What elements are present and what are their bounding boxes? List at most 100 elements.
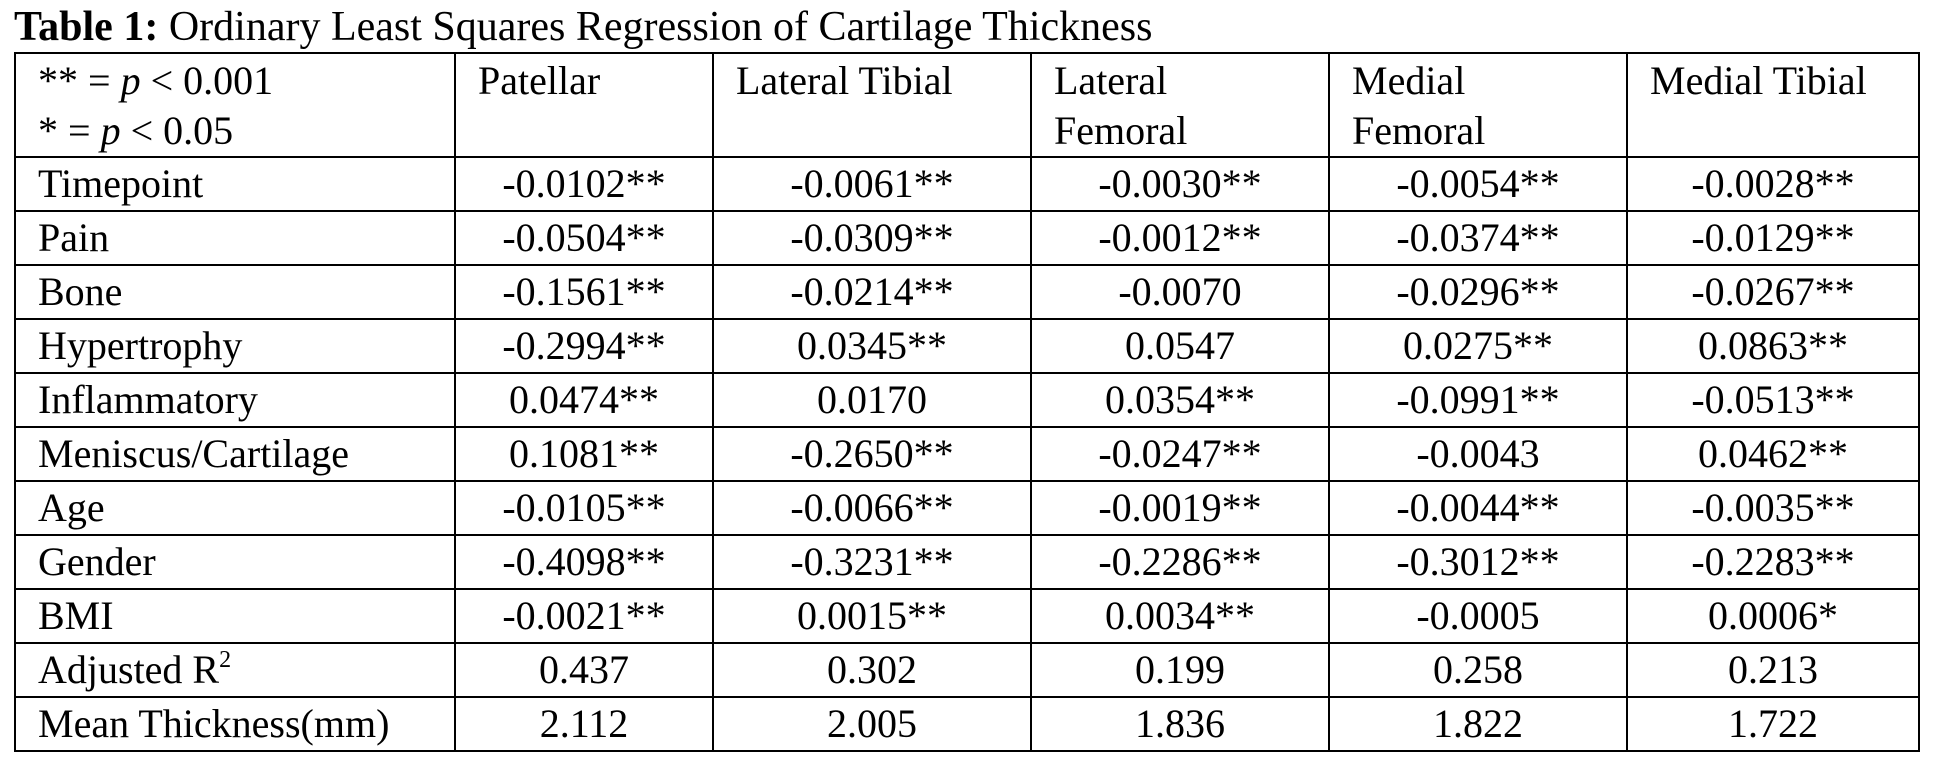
row-label-text: Adjusted R [38,647,220,692]
table-cell: -0.0991** [1328,372,1628,428]
table-cell: -0.0105** [454,480,714,536]
column-header: Lateral Tibial [712,52,1032,158]
table-cell: 0.0354** [1030,372,1330,428]
row-label: Pain [14,210,456,266]
table-row: Meniscus/Cartilage 0.1081** -0.2650** -0.02… [14,426,1920,482]
table-cell: 0.0006* [1626,588,1920,644]
column-header: Patellar [454,52,714,158]
table-cell: -0.0513** [1626,372,1920,428]
table-cell: -0.0030** [1030,156,1330,212]
row-label: Hypertrophy [14,318,456,374]
table-row: Adjusted R2 0.437 0.302 0.199 0.258 0.213 [14,642,1920,698]
column-header-line-1: Lateral Tibial [736,58,953,103]
row-label-superscript: 2 [219,647,232,673]
table-cell: -0.2994** [454,318,714,374]
row-label: Age [14,480,456,536]
table-cell: 0.437 [454,642,714,698]
table-cell: -0.3012** [1328,534,1628,590]
row-label: Inflammatory [14,372,456,428]
row-label-text: BMI [38,593,114,638]
table-cell: 0.199 [1030,642,1330,698]
regression-table: ** = p < 0.001 * = p < 0.05 Patellar Late… [14,52,1920,752]
column-header-line-1: Lateral [1054,58,1168,103]
row-label: Mean Thickness(mm) [14,696,456,752]
table-row: Timepoint -0.0102** -0.0061** -0.0030** -0.0… [14,156,1920,212]
row-label-text: Inflammatory [38,377,258,422]
significance-legend: ** = p < 0.001 * = p < 0.05 [14,52,456,158]
table-cell: -0.3231** [712,534,1032,590]
table-cell: -0.0129** [1626,210,1920,266]
legend-line-2: * = p < 0.05 [38,108,234,153]
table-cell: 0.0474** [454,372,714,428]
table-cell: -0.0066** [712,480,1032,536]
table-caption-label: Table 1: [14,4,159,50]
table-cell: -0.0267** [1626,264,1920,320]
table-cell: -0.0061** [712,156,1032,212]
table-row: Bone -0.1561** -0.0214** -0.0070 -0.0296** -0… [14,264,1920,320]
table-cell: -0.0028** [1626,156,1920,212]
table-cell: -0.0019** [1030,480,1330,536]
row-label: BMI [14,588,456,644]
column-header: Medial Femoral [1328,52,1628,158]
table-row: Pain -0.0504** -0.0309** -0.0012** -0.0374**… [14,210,1920,266]
table-cell: 2.112 [454,696,714,752]
column-header-line-1: Patellar [478,58,601,103]
table-cell: 0.258 [1328,642,1628,698]
table-cell: -0.0070 [1030,264,1330,320]
table-cell: -0.0309** [712,210,1032,266]
table-cell: 0.0170 [712,372,1032,428]
table-cell: -0.0044** [1328,480,1628,536]
table-cell: -0.0214** [712,264,1032,320]
table-cell: -0.2650** [712,426,1032,482]
row-label: Gender [14,534,456,590]
column-header-line-2: Femoral [1054,108,1188,153]
table-cell: -0.1561** [454,264,714,320]
table-cell: -0.0005 [1328,588,1628,644]
table-cell: 1.822 [1328,696,1628,752]
row-label: Timepoint [14,156,456,212]
table-cell: -0.0504** [454,210,714,266]
table-caption-text: Ordinary Least Squares Regression of Car… [158,4,1153,50]
table-cell: 1.722 [1626,696,1920,752]
table-cell: -0.2286** [1030,534,1330,590]
table-body: Timepoint -0.0102** -0.0061** -0.0030** -0.0… [14,156,1920,752]
table-row: BMI -0.0021** 0.0015** 0.0034** -0.0005 0.000… [14,588,1920,644]
table-cell: -0.0054** [1328,156,1628,212]
table-cell: 0.0462** [1626,426,1920,482]
table-row: Mean Thickness(mm) 2.112 2.005 1.836 1.822 1.… [14,696,1920,752]
row-label-text: Hypertrophy [38,323,243,368]
table-cell: 0.0034** [1030,588,1330,644]
table-cell: 0.302 [712,642,1032,698]
table-row: Gender -0.4098** -0.3231** -0.2286** -0.3012… [14,534,1920,590]
table-cell: -0.0102** [454,156,714,212]
table-cell: -0.0296** [1328,264,1628,320]
header-row: ** = p < 0.001 * = p < 0.05 Patellar Late… [14,52,1920,158]
column-header-line-1: Medial [1352,58,1466,103]
table-cell: -0.0043 [1328,426,1628,482]
row-label-text: Mean Thickness(mm) [38,701,390,746]
row-label-text: Gender [38,539,156,584]
table-cell: 0.0547 [1030,318,1330,374]
row-label-text: Bone [38,269,123,314]
column-header: Lateral Femoral [1030,52,1330,158]
table-row: Inflammatory 0.0474** 0.0170 0.0354** -0.099… [14,372,1920,428]
row-label-text: Timepoint [38,161,204,206]
table-cell: -0.0012** [1030,210,1330,266]
table-cell: 2.005 [712,696,1032,752]
table-cell: -0.2283** [1626,534,1920,590]
table-caption: Table 1: Ordinary Least Squares Regressi… [14,4,1152,50]
table-cell: -0.0021** [454,588,714,644]
row-label: Adjusted R2 [14,642,456,698]
row-label: Bone [14,264,456,320]
row-label-text: Pain [38,215,110,260]
table-cell: -0.4098** [454,534,714,590]
table-cell: 0.0015** [712,588,1032,644]
table-cell: -0.0035** [1626,480,1920,536]
table-cell: 0.0863** [1626,318,1920,374]
row-label-text: Meniscus/Cartilage [38,431,350,476]
table-cell: 0.213 [1626,642,1920,698]
row-label: Meniscus/Cartilage [14,426,456,482]
table-cell: 1.836 [1030,696,1330,752]
table-cell: 0.0345** [712,318,1032,374]
legend-line-1: ** = p < 0.001 [38,58,274,103]
